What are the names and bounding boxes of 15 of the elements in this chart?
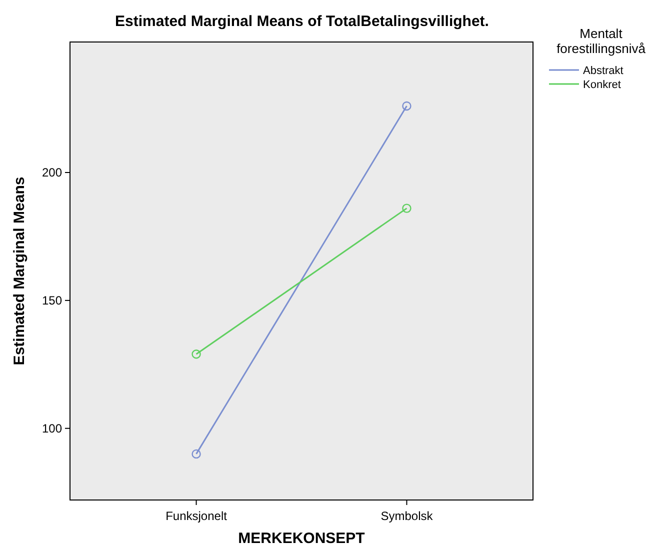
point: [402, 204, 412, 213]
x-axis-title: MERKEKONSEPT: [238, 530, 365, 547]
legend-label: Abstrakt: [583, 64, 624, 77]
point: [192, 350, 201, 359]
y-tick-label: 200: [42, 166, 62, 180]
point: [402, 101, 412, 111]
y-axis-title: Estimated Marginal Means: [11, 176, 28, 366]
legend-label: Konkret: [583, 78, 621, 91]
x-tick-label: Funksjonelt: [166, 509, 228, 523]
chart-title: Estimated Marginal Means of TotalBetalingsvillighet.: [115, 13, 489, 30]
legend-title: Mentalt forestillingsnivå: [556, 26, 646, 56]
y-tick-label: 100: [42, 422, 62, 436]
y-tick-label: 150: [42, 294, 62, 308]
x-tick-label: Symbolsk: [380, 509, 434, 523]
point: [192, 449, 201, 459]
